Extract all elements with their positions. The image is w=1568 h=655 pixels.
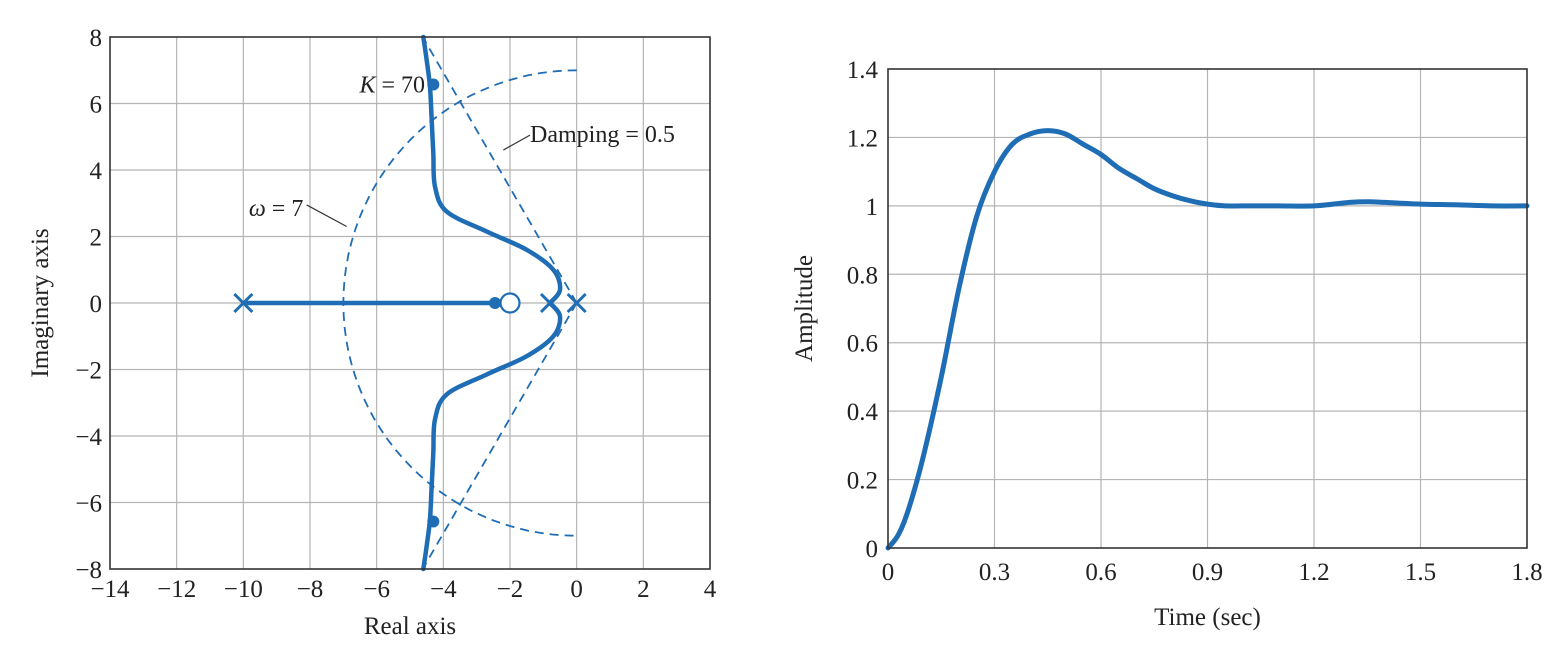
damping-leader-line	[503, 134, 531, 151]
step-response-y-tick-label: 0.4	[847, 399, 879, 426]
root-locus-x-tick-label: −10	[224, 576, 263, 603]
root-locus-x-tick-label: 0	[570, 576, 583, 603]
step-response-x-tick-label: 0	[882, 559, 895, 586]
root-locus-y-tick-label: 8	[90, 25, 103, 52]
root-locus-y-tick-label: 0	[90, 291, 103, 318]
root-locus-chart: −14 −12 −10 −8 −6 −4 −2 0 2 4 −8 −6 −4 −2 0 2 4 6 8 Real …	[27, 25, 717, 640]
step-response-line	[885, 128, 1530, 551]
pole-marker	[539, 292, 561, 314]
step-response-y-tick-label: 0	[866, 536, 879, 563]
root-locus-x-tick-label: −8	[297, 576, 324, 603]
step-response-y-tick-label: 1.2	[847, 125, 878, 152]
root-locus-y-tick-labels: −8 −6 −4 −2 0 2 4 6 8	[75, 25, 102, 584]
closed-loop-pole-dot	[427, 78, 440, 91]
root-locus-y-tick-label: 4	[90, 158, 103, 185]
omega-label: ω = 7	[249, 196, 304, 222]
step-response-x-tick-label: 0.3	[979, 559, 1010, 586]
damping-label: Damping = 0.5	[530, 122, 675, 148]
root-locus-x-tick-label: −6	[363, 576, 390, 603]
damping-line-lower	[421, 302, 578, 570]
omega-leader-line	[306, 204, 347, 228]
root-locus-y-tick-label: −8	[75, 557, 102, 584]
closed-loop-pole-dot	[489, 297, 501, 309]
damping-line-upper	[421, 36, 578, 304]
pole-marker-stroke	[539, 292, 561, 314]
step-response-x-tick-label: 1.5	[1405, 559, 1436, 586]
step-response-x-tick-label: 1.8	[1511, 559, 1542, 586]
root-locus-annotations: K = 70 Damping = 0.5 ω = 7	[249, 73, 675, 228]
step-response-x-axis-label: Time (sec)	[1154, 604, 1261, 631]
pole-marker	[566, 292, 587, 314]
root-locus-x-tick-label: −14	[90, 576, 130, 603]
root-locus-x-tick-label: −2	[497, 576, 524, 603]
root-locus-x-axis-label: Real axis	[364, 613, 456, 640]
step-response-curves	[885, 128, 1530, 551]
root-locus-x-tick-label: 2	[637, 576, 650, 603]
step-response-x-tick-label: 1.2	[1298, 559, 1329, 586]
step-response-y-tick-label: 1.4	[847, 57, 879, 84]
step-response-chart: 0 0.3 0.6 0.9 1.2 1.5 1.8 0 0.2 0.4 0.6 0.8 1 1.2 1.4…	[791, 57, 1543, 631]
zero-marker	[499, 292, 521, 314]
root-locus-y-axis-label: Imaginary axis	[27, 228, 54, 377]
root-locus-x-tick-label: 4	[704, 576, 717, 603]
root-locus-frame	[109, 36, 711, 570]
root-locus-y-tick-label: 2	[90, 225, 103, 252]
step-response-y-axis-label: Amplitude	[791, 255, 818, 362]
root-locus-y-tick-label: −2	[75, 358, 102, 385]
root-locus-markers	[233, 78, 587, 528]
step-response-x-tick-label: 0.6	[1085, 559, 1116, 586]
pole-marker-stroke	[566, 292, 587, 314]
step-response-y-tick-labels: 0 0.2 0.4 0.6 0.8 1 1.2 1.4	[847, 57, 879, 563]
step-response-x-tick-label: 0.9	[1192, 559, 1223, 586]
root-locus-y-tick-label: −4	[75, 424, 102, 451]
step-response-y-tick-label: 0.8	[847, 262, 878, 289]
root-locus-y-tick-label: −6	[75, 491, 102, 518]
step-response-x-tick-labels: 0 0.3 0.6 0.9 1.2 1.5 1.8	[882, 559, 1543, 586]
root-locus-y-tick-label: 6	[90, 92, 103, 119]
closed-loop-pole-dot	[427, 515, 440, 528]
pole-marker-stroke	[233, 292, 254, 314]
step-response-frame	[887, 68, 1528, 549]
step-response-y-tick-label: 0.2	[847, 468, 878, 495]
root-locus-x-tick-label: −4	[430, 576, 457, 603]
root-locus-x-tick-label: −12	[157, 576, 196, 603]
step-response-grid	[888, 69, 1527, 548]
root-locus-x-tick-labels: −14 −12 −10 −8 −6 −4 −2 0 2 4	[90, 576, 716, 603]
step-response-y-tick-label: 0.6	[847, 331, 878, 358]
k-value-label: K = 70	[358, 73, 425, 99]
step-response-y-tick-label: 1	[866, 194, 879, 221]
pole-marker	[233, 292, 254, 314]
